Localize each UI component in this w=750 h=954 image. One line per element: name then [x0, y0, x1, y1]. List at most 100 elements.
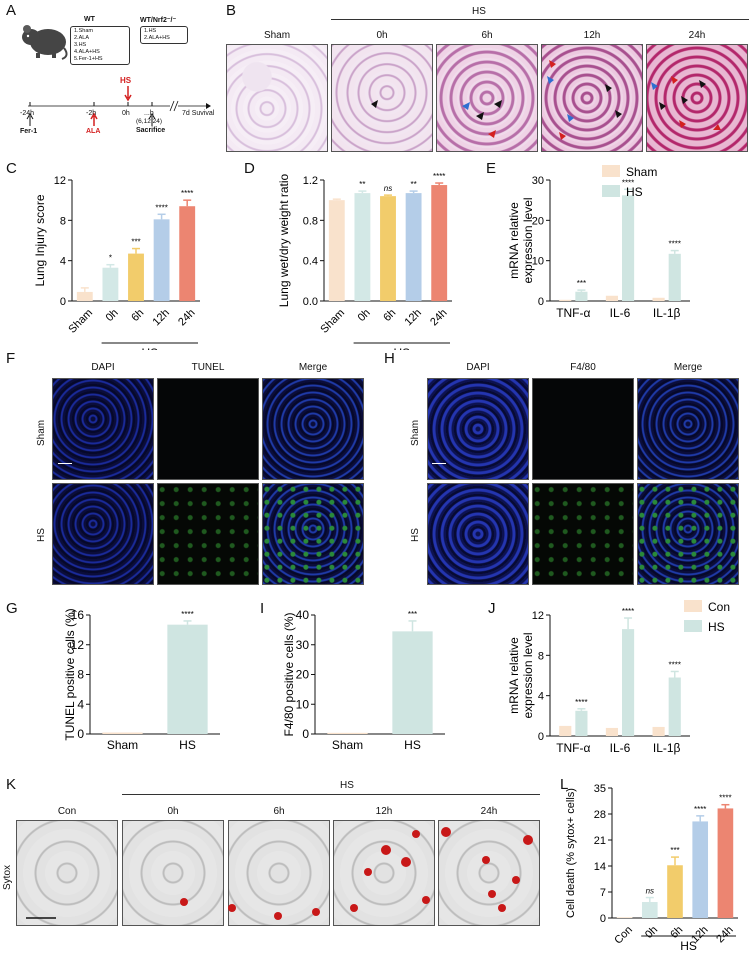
hs-group-label: HS [340, 780, 354, 791]
y-axis-label: F4/80 positive cells (%) [282, 612, 296, 736]
he-image-6h [436, 44, 538, 152]
col-title: DAPI [91, 362, 115, 373]
significance-label: **** [181, 189, 193, 198]
y-axis-label: mRNA relative [507, 202, 521, 279]
timeline [26, 86, 211, 126]
sacrifice-times: (6,12,24) [136, 118, 163, 125]
y-axis-label: Cell death (% sytox+ cells) [565, 788, 577, 918]
panel-label-f: F [6, 350, 16, 367]
y-tick-label: 12 [54, 175, 66, 187]
chart-e: 0 10 20 30 *** TNF-α **** IL-6 **** IL-1β mRNA rel… [507, 165, 690, 320]
significance-label: **** [694, 805, 706, 814]
bar [76, 291, 93, 301]
legend-swatch [602, 185, 620, 197]
bar [102, 267, 119, 301]
significance-label: **** [669, 660, 681, 669]
col-title: 6h [273, 806, 285, 817]
cell-image-6h [228, 820, 330, 926]
bar [153, 219, 170, 301]
wt-group: 1.Sham [74, 28, 93, 34]
scale-bar [432, 463, 446, 464]
cell-image-24h [438, 820, 540, 926]
x-tick-label: 6h [381, 307, 398, 324]
x-tick-label: TNF-α [556, 306, 590, 320]
panel-label-i: I [260, 600, 265, 617]
significance-label: **** [181, 610, 193, 619]
bar [559, 725, 572, 736]
y-tick-label: 0.0 [303, 296, 318, 308]
x-tick-label: Sham [318, 307, 347, 336]
x-tick-label: Con [612, 924, 635, 947]
group-label: HS [680, 939, 697, 953]
col-title: F4/80 [570, 362, 596, 373]
group-label: HS [141, 346, 158, 350]
bar [392, 631, 433, 734]
x-tick-label: IL-1β [653, 306, 681, 320]
significance-label: ** [410, 180, 416, 189]
dapi-image-hs [427, 483, 529, 585]
significance-label: * [109, 254, 112, 263]
row-label: HS [410, 528, 421, 542]
y-tick-label: 16 [71, 608, 85, 622]
bar [652, 297, 665, 301]
x-tick-label: HS [179, 738, 196, 752]
significance-label: ns [384, 184, 392, 193]
bar [575, 291, 588, 301]
tick-label: 0h [122, 110, 130, 117]
bar [167, 624, 208, 734]
bar [431, 185, 448, 301]
col-title: 12h [375, 806, 393, 817]
y-tick-label: 8 [538, 650, 544, 662]
col-title: TUNEL [191, 362, 225, 373]
y-tick-label: 10 [296, 697, 310, 711]
bar [128, 253, 144, 301]
y-axis-label: TUNEL positive cells (%) [63, 608, 77, 740]
bar [605, 295, 618, 301]
significance-label: **** [622, 607, 634, 616]
dapi-image-sham [52, 378, 154, 480]
fer1-label: Fer-1 [20, 128, 38, 135]
bar [616, 917, 633, 918]
significance-label: *** [670, 846, 679, 855]
merge-image-hs [637, 483, 739, 585]
bar [405, 193, 422, 301]
x-tick-label: 0h [104, 307, 121, 324]
y-tick-label: 4 [538, 691, 544, 703]
y-axis-label: expression level [521, 197, 535, 283]
chart-j: 0 4 8 12 **** TNF-α **** IL-6 **** IL-1β mRNA rela… [507, 600, 730, 755]
y-tick-label: 40 [296, 608, 310, 622]
wt-group: 5.Fer-1+HS [74, 56, 103, 62]
cell-image-12h [333, 820, 435, 926]
x-tick-label: 0h [356, 307, 373, 324]
tunel-image-hs [157, 483, 259, 585]
y-tick-label: 14 [594, 861, 606, 873]
significance-label: ns [646, 887, 654, 896]
bar [667, 865, 683, 918]
significance-label: **** [575, 698, 587, 707]
merge-image-sham [637, 378, 739, 480]
col-title: DAPI [466, 362, 490, 373]
bar [622, 195, 635, 301]
x-tick-label: 24h [176, 307, 197, 328]
y-tick-label: 0 [77, 727, 84, 741]
sacrifice-label: Sacrifice [136, 127, 166, 134]
hs-marker: HS [120, 76, 132, 85]
y-tick-label: 0 [538, 731, 544, 743]
x-tick-label: HS [404, 738, 421, 752]
hs-bracket [331, 19, 749, 20]
panel-label-j: J [488, 600, 496, 617]
col-title: 0h [376, 30, 388, 41]
tick-label: -24h [20, 110, 35, 117]
merge-image-sham [262, 378, 364, 480]
he-image-24h [646, 44, 748, 152]
mouse-icon [22, 25, 68, 60]
wt-group: 4.ALA+HS [74, 49, 100, 55]
ko-title: WT/Nrf2⁻/⁻ [140, 17, 177, 24]
cell-image-0h [122, 820, 224, 926]
col-title: 6h [481, 30, 493, 41]
legend-label: HS [626, 185, 643, 199]
bar [668, 677, 681, 736]
y-tick-label: 21 [594, 835, 606, 847]
bar [380, 196, 396, 301]
panel-label-a: A [6, 2, 17, 19]
